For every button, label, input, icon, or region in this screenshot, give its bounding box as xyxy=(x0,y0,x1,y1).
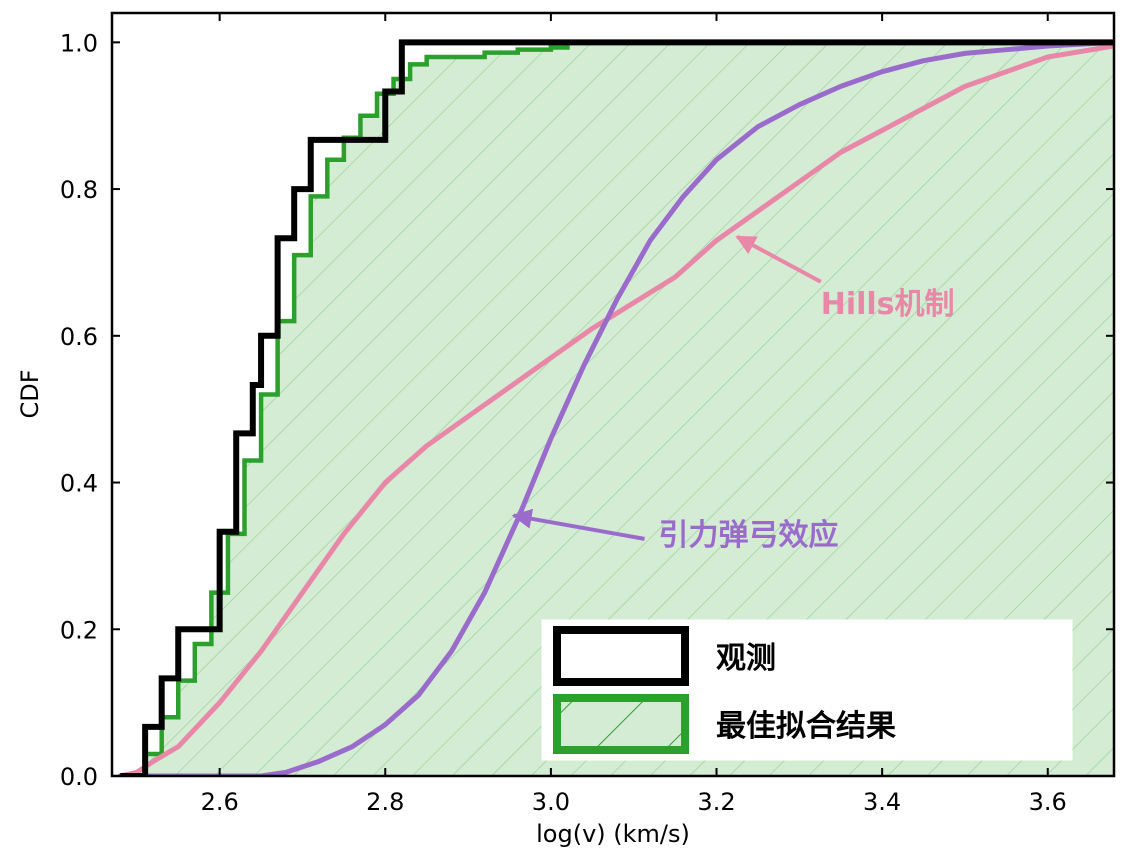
x-tick-label: 2.8 xyxy=(366,788,404,816)
series-line-observed xyxy=(120,39,1114,776)
plot-frame xyxy=(110,11,1116,778)
y-tick-label: 0.8 xyxy=(60,176,98,204)
y-tick-label: 1.0 xyxy=(60,29,98,57)
legend-label-observed: 观测 xyxy=(716,641,776,676)
x-axis-title: log(v) (km/s) xyxy=(536,820,690,848)
x-tick-label: 3.6 xyxy=(1029,788,1067,816)
x-tick-label: 3.2 xyxy=(697,788,735,816)
legend-label-best-fit: 最佳拟合结果 xyxy=(716,709,896,744)
y-tick-label: 0.4 xyxy=(60,470,98,498)
annotation-arrow-1 xyxy=(511,508,645,541)
plot-area xyxy=(117,39,1114,776)
y-tick-label: 0.6 xyxy=(60,323,98,351)
y-axis-title: CDF xyxy=(16,369,44,418)
x-tick-label: 3.0 xyxy=(532,788,570,816)
x-tick-label: 3.4 xyxy=(863,788,901,816)
x-tick-label: 2.6 xyxy=(201,788,239,816)
series-line-best-fit xyxy=(128,40,1114,776)
axis-ticks: 2.6 2.8 3.0 3.2 3.4 3.6 0.0 0.2 0.4 0.6 0.8 1.0 xyxy=(60,13,1114,816)
legend-swatch-best-fit xyxy=(553,694,689,754)
annotation-label-0: Hills机制 xyxy=(821,287,955,322)
annotation-arrow-0 xyxy=(735,235,822,284)
legend-swatch-observed xyxy=(553,626,689,686)
series-fill-best-fit xyxy=(128,42,1114,776)
y-tick-label: 0.2 xyxy=(60,616,98,644)
legend: 观测 最佳拟合结果 xyxy=(541,619,1073,761)
y-tick-label: 0.0 xyxy=(60,763,98,791)
series-line-3 xyxy=(117,39,1114,776)
annotation-label-1: 引力弹弓效应 xyxy=(659,518,839,553)
series-line-2 xyxy=(117,43,1114,776)
